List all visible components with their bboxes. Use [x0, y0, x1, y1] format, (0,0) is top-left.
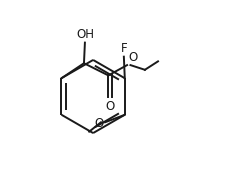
Text: OH: OH — [77, 28, 95, 41]
Text: O: O — [94, 117, 104, 130]
Text: O: O — [105, 100, 115, 113]
Text: O: O — [128, 51, 137, 64]
Text: F: F — [120, 42, 127, 55]
